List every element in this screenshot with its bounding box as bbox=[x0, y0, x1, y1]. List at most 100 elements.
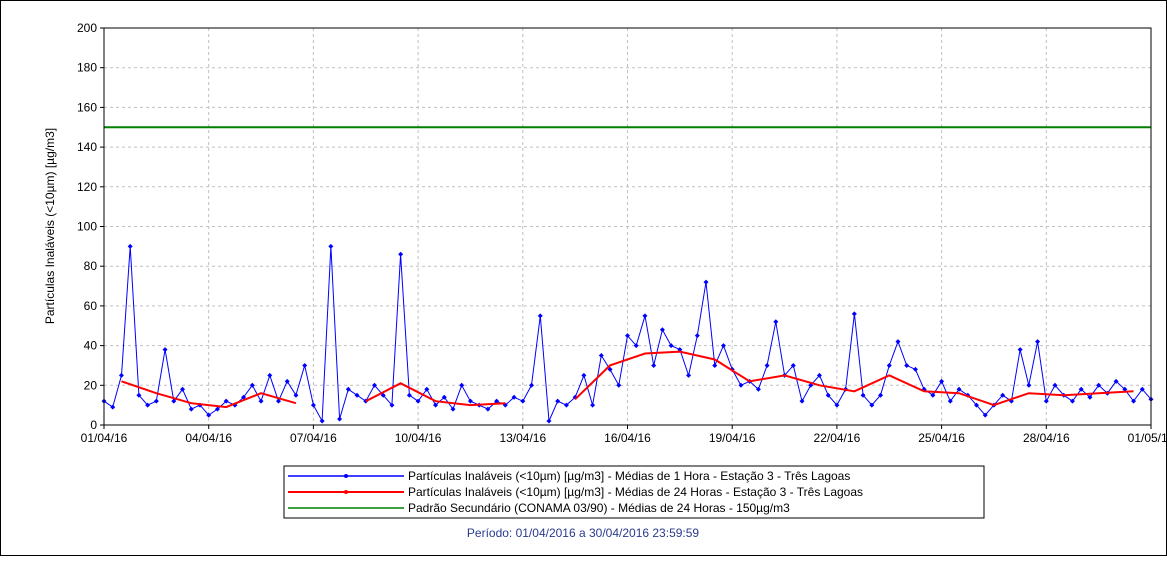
point bbox=[790, 362, 796, 368]
legend-marker bbox=[344, 474, 348, 478]
point bbox=[293, 392, 299, 398]
legend-label: Padrão Secundário (CONAMA 03/90) - Média… bbox=[408, 501, 790, 515]
y-tick-label: 60 bbox=[84, 299, 98, 313]
point bbox=[642, 313, 648, 319]
point bbox=[267, 372, 273, 378]
point bbox=[825, 392, 831, 398]
point bbox=[110, 404, 116, 410]
point bbox=[345, 386, 351, 392]
point bbox=[1017, 347, 1023, 353]
y-tick-label: 120 bbox=[77, 180, 97, 194]
y-tick-label: 40 bbox=[84, 339, 98, 353]
y-tick-label: 140 bbox=[77, 140, 97, 154]
point bbox=[947, 398, 953, 404]
point bbox=[441, 394, 447, 400]
point bbox=[912, 366, 918, 372]
point bbox=[406, 392, 412, 398]
point bbox=[180, 386, 186, 392]
x-tick-label: 01/05/16 bbox=[1128, 431, 1167, 445]
point bbox=[738, 382, 744, 388]
point bbox=[1122, 386, 1128, 392]
y-axis-label: Partículas Inaláveis (<10µm) [µg/m3] bbox=[43, 128, 57, 324]
point bbox=[153, 398, 159, 404]
point bbox=[354, 392, 360, 398]
point bbox=[616, 382, 622, 388]
point bbox=[1131, 398, 1137, 404]
point bbox=[1069, 398, 1075, 404]
point bbox=[659, 327, 665, 333]
point bbox=[607, 366, 613, 372]
x-tick-label: 19/04/16 bbox=[709, 431, 756, 445]
point bbox=[939, 378, 945, 384]
x-tick-label: 25/04/16 bbox=[918, 431, 965, 445]
x-tick-label: 28/04/16 bbox=[1023, 431, 1070, 445]
point bbox=[118, 372, 124, 378]
point bbox=[433, 402, 439, 408]
point bbox=[136, 392, 142, 398]
point bbox=[467, 398, 473, 404]
footer: Período: 01/04/2016 a 30/04/2016 23:59:5… bbox=[467, 526, 700, 540]
y-tick-label: 0 bbox=[90, 418, 97, 432]
point bbox=[511, 394, 517, 400]
point bbox=[668, 343, 674, 349]
point bbox=[223, 398, 229, 404]
point bbox=[494, 398, 500, 404]
x-tick-label: 07/04/16 bbox=[290, 431, 337, 445]
point bbox=[956, 386, 962, 392]
point bbox=[145, 402, 151, 408]
point bbox=[258, 398, 264, 404]
y-tick-label: 100 bbox=[77, 220, 97, 234]
point bbox=[319, 418, 325, 424]
point bbox=[930, 392, 936, 398]
point bbox=[529, 382, 535, 388]
point bbox=[904, 362, 910, 368]
legend-marker bbox=[344, 490, 348, 494]
point bbox=[284, 378, 290, 384]
point bbox=[816, 372, 822, 378]
point bbox=[302, 362, 308, 368]
point bbox=[415, 398, 421, 404]
point bbox=[214, 406, 220, 412]
point bbox=[869, 402, 875, 408]
point bbox=[555, 398, 561, 404]
point bbox=[651, 362, 657, 368]
point bbox=[398, 251, 404, 257]
x-tick-label: 16/04/16 bbox=[604, 431, 651, 445]
point bbox=[1026, 382, 1032, 388]
y-tick-label: 200 bbox=[77, 21, 97, 35]
point bbox=[895, 339, 901, 345]
y-tick-label: 160 bbox=[77, 100, 97, 114]
point bbox=[755, 386, 761, 392]
point bbox=[1078, 386, 1084, 392]
x-tick-label: 22/04/16 bbox=[814, 431, 861, 445]
point bbox=[389, 402, 395, 408]
point bbox=[633, 343, 639, 349]
point bbox=[712, 362, 718, 368]
point bbox=[459, 382, 465, 388]
point bbox=[188, 406, 194, 412]
point bbox=[310, 402, 316, 408]
point bbox=[1096, 382, 1102, 388]
point bbox=[537, 313, 543, 319]
point bbox=[1139, 386, 1145, 392]
legend-label: Partículas Inaláveis (<10µm) [µg/m3] - M… bbox=[408, 469, 850, 483]
point bbox=[694, 333, 700, 339]
point bbox=[720, 343, 726, 349]
point bbox=[276, 398, 281, 404]
legend-label: Partículas Inaláveis (<10µm) [µg/m3] - M… bbox=[408, 485, 863, 499]
point bbox=[1035, 339, 1041, 345]
point bbox=[249, 382, 255, 388]
x-tick-label: 01/04/16 bbox=[81, 431, 128, 445]
x-tick-label: 13/04/16 bbox=[499, 431, 546, 445]
point bbox=[1052, 382, 1058, 388]
point bbox=[206, 412, 212, 418]
point bbox=[171, 398, 177, 404]
point bbox=[598, 353, 604, 359]
point bbox=[1043, 398, 1049, 404]
point bbox=[328, 243, 334, 249]
point bbox=[686, 372, 692, 378]
x-tick-label: 04/04/16 bbox=[185, 431, 232, 445]
point bbox=[546, 418, 552, 424]
point bbox=[162, 347, 168, 353]
